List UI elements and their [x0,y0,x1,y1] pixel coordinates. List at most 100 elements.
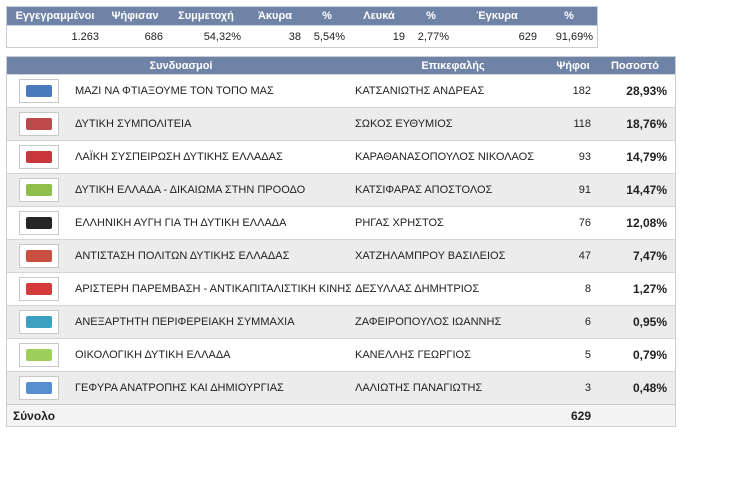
symmaxia-logo [19,310,59,334]
total-label: Σύνολο [13,408,56,423]
summary-value-row: 1.263 686 54,32% 38 5,54% 19 2,77% 629 9… [7,25,597,47]
laiki-syspeirosi-logo [19,145,59,169]
party-pct: 0,79% [632,348,667,362]
party-votes: 5 [584,349,591,361]
total-row: Σύνολο 629 [7,404,675,426]
party-pct: 7,47% [632,249,667,263]
party-logo-cell [7,174,71,206]
summary-value-valid-pct: 91,69% [555,30,593,43]
summary-value-invalid: 38 [288,30,301,43]
party-logo-cell [7,141,71,173]
summary-header-invalid: Άκυρα [257,10,293,22]
results-header-row: Συνδυασμοί Επικεφαλής Ψήφοι Ποσοστό [7,57,675,74]
party-pct: 12,08% [626,216,667,230]
party-votes: 47 [578,250,591,262]
table-row: ΔΥΤΙΚΗ ΣΥΜΠΟΛΙΤΕΙΑ ΣΩΚΟΣ ΕΥΘΥΜΙΟΣ 118 18,76… [7,107,675,140]
party-logo-cell [7,339,71,371]
results-header-leader: Επικεφαλής [421,59,485,72]
summary-header-valid: Έγκυρα [476,10,518,22]
table-row: ΑΝΕΞΑΡΤΗΤΗ ΠΕΡΙΦΕΡΕΙΑΚΗ ΣΥΜΜΑΧΙΑ ΖΑΦΕΙΡΟΠ… [7,305,675,338]
summary-value-turnout: 54,32% [203,30,241,43]
antistasi-logo [19,244,59,268]
party-name: ΜΑΖΙ ΝΑ ΦΤΙΑΞΟΥΜΕ ΤΟΝ ΤΟΠΟ ΜΑΣ [75,85,274,97]
table-row: ΟΙΚΟΛΟΓΙΚΗ ΔΥΤΙΚΗ ΕΛΛΑΔΑ ΚΑΝΕΛΛΗΣ ΓΕΩΡΓΙΟ… [7,338,675,371]
table-row: ΕΛΛΗΝΙΚΗ ΑΥΓΗ ΓΙΑ ΤΗ ΔΥΤΙΚΗ ΕΛΛΑΔΑ ΡΗΓΑΣ … [7,206,675,239]
party-votes: 76 [578,217,591,229]
aristeri-paremvasi-logo [19,277,59,301]
leader-name: ΚΑΡΑΘΑΝΑΣΟΠΟΥΛΟΣ ΝΙΚΟΛΑΟΣ [355,151,534,163]
party-pct: 0,95% [632,315,667,329]
summary-header-row: Εγγεγραμμένοι Ψήφισαν Συμμετοχή Άκυρα % … [7,7,597,25]
summary-value-invalid-pct: 5,54% [313,30,345,43]
results-table: Συνδυασμοί Επικεφαλής Ψήφοι Ποσοστό ΜΑΖΙ… [6,56,676,427]
summary-header-valid-pct: % [564,10,574,22]
party-logo-cell [7,372,71,404]
party-votes: 118 [573,118,591,130]
table-row: ΜΑΖΙ ΝΑ ΦΤΙΑΞΟΥΜΕ ΤΟΝ ΤΟΠΟ ΜΑΣ ΚΑΤΣΑΝΙΩΤΗ… [7,74,675,107]
party-name: ΑΝΕΞΑΡΤΗΤΗ ΠΕΡΙΦΕΡΕΙΑΚΗ ΣΥΜΜΑΧΙΑ [75,316,295,328]
leader-name: ΚΑΝΕΛΛΗΣ ΓΕΩΡΓΙΟΣ [355,349,471,361]
party-pct: 1,27% [632,282,667,296]
party-votes: 182 [572,85,591,97]
party-logo-cell [7,273,71,305]
summary-value-registered: 1.263 [71,30,99,43]
summary-header-registered: Εγγεγραμμένοι [15,10,95,22]
party-name: ΑΡΙΣΤΕΡΗ ΠΑΡΕΜΒΑΣΗ - ΑΝΤΙΚΑΠΙΤΑΛΙΣΤΙΚΗ Κ… [75,283,351,295]
party-name: ΟΙΚΟΛΟΓΙΚΗ ΔΥΤΙΚΗ ΕΛΛΑΔΑ [75,349,231,361]
party-pct: 28,93% [626,84,667,98]
gefyra-logo [19,376,59,400]
elliniki-avgi-logo [19,211,59,235]
dytiki-sympoliteia-logo [19,112,59,136]
total-spacer [351,405,551,426]
leader-name: ΚΑΤΣΑΝΙΩΤΗΣ ΑΝΔΡΕΑΣ [355,85,485,97]
party-pct: 14,79% [626,150,667,164]
party-logo-cell [7,240,71,272]
party-name: ΓΕΦΥΡΑ ΑΝΑΤΡΟΠΗΣ ΚΑΙ ΔΗΜΙΟΥΡΓΙΑΣ [75,382,284,394]
party-logo-cell [7,306,71,338]
party-name: ΔΥΤΙΚΗ ΣΥΜΠΟΛΙΤΕΙΑ [75,118,192,130]
summary-value-voted: 686 [144,30,163,43]
table-row: ΑΡΙΣΤΕΡΗ ΠΑΡΕΜΒΑΣΗ - ΑΝΤΙΚΑΠΙΤΑΛΙΣΤΙΚΗ Κ… [7,272,675,305]
party-name: ΑΝΤΙΣΤΑΣΗ ΠΟΛΙΤΩΝ ΔΥΤΙΚΗΣ ΕΛΛΑΔΑΣ [75,250,290,262]
table-row: ΓΕΦΥΡΑ ΑΝΑΤΡΟΠΗΣ ΚΑΙ ΔΗΜΙΟΥΡΓΙΑΣ ΛΑΛΙΩΤΗΣ… [7,371,675,404]
table-row: ΑΝΤΙΣΤΑΣΗ ΠΟΛΙΤΩΝ ΔΥΤΙΚΗΣ ΕΛΛΑΔΑΣ ΧΑΤΖΗΛΑ… [7,239,675,272]
dikaioma-logo [19,178,59,202]
party-pct: 0,48% [632,381,667,395]
summary-header-turnout: Συμμετοχή [178,10,234,22]
total-votes: 629 [570,408,591,423]
results-header-votes: Ψήφοι [556,59,590,72]
leader-name: ΔΕΣΥΛΛΑΣ ΔΗΜΗΤΡΙΟΣ [355,283,480,295]
summary-header-blank: Λευκά [363,10,395,22]
results-header-party: Συνδυασμοί [149,59,213,72]
summary-header-voted: Ψήφισαν [111,10,159,22]
party-logo-cell [7,108,71,140]
oikologiki-logo [19,343,59,367]
leader-name: ΧΑΤΖΗΛΑΜΠΡΟΥ ΒΑΣΙΛΕΙΟΣ [355,250,506,262]
party-votes: 93 [578,151,591,163]
party-logo-cell [7,75,71,107]
party-pct: 14,47% [626,183,667,197]
summary-table: Εγγεγραμμένοι Ψήφισαν Συμμετοχή Άκυρα % … [6,6,598,48]
mazi-logo [19,79,59,103]
summary-value-blank-pct: 2,77% [417,30,449,43]
party-name: ΔΥΤΙΚΗ ΕΛΛΑΔΑ - ΔΙΚΑΙΩΜΑ ΣΤΗΝ ΠΡΟΟΔΟ [75,184,306,196]
party-votes: 3 [584,382,591,394]
party-logo-cell [7,207,71,239]
results-rows: ΜΑΖΙ ΝΑ ΦΤΙΑΞΟΥΜΕ ΤΟΝ ΤΟΠΟ ΜΑΣ ΚΑΤΣΑΝΙΩΤΗ… [7,74,675,404]
party-votes: 8 [584,283,591,295]
summary-header-blank-pct: % [426,10,436,22]
party-pct: 18,76% [626,117,667,131]
results-header-pct: Ποσοστό [610,59,660,72]
table-row: ΛΑΪΚΗ ΣΥΣΠΕΙΡΩΣΗ ΔΥΤΙΚΗΣ ΕΛΛΑΔΑΣ ΚΑΡΑΘΑΝΑ… [7,140,675,173]
summary-header-invalid-pct: % [322,10,332,22]
party-name: ΕΛΛΗΝΙΚΗ ΑΥΓΗ ΓΙΑ ΤΗ ΔΥΤΙΚΗ ΕΛΛΑΔΑ [75,217,287,229]
leader-name: ΖΑΦΕΙΡΟΠΟΥΛΟΣ ΙΩΑΝΝΗΣ [355,316,502,328]
leader-name: ΡΗΓΑΣ ΧΡΗΣΤΟΣ [355,217,444,229]
summary-value-blank: 19 [392,30,405,43]
party-votes: 6 [584,316,591,328]
party-votes: 91 [578,184,591,196]
table-row: ΔΥΤΙΚΗ ΕΛΛΑΔΑ - ΔΙΚΑΙΩΜΑ ΣΤΗΝ ΠΡΟΟΔΟ ΚΑΤΣ… [7,173,675,206]
leader-name: ΛΑΛΙΩΤΗΣ ΠΑΝΑΓΙΩΤΗΣ [355,382,483,394]
leader-name: ΚΑΤΣΙΦΑΡΑΣ ΑΠΟΣΤΟΛΟΣ [355,184,493,196]
leader-name: ΣΩΚΟΣ ΕΥΘΥΜΙΟΣ [355,118,453,130]
